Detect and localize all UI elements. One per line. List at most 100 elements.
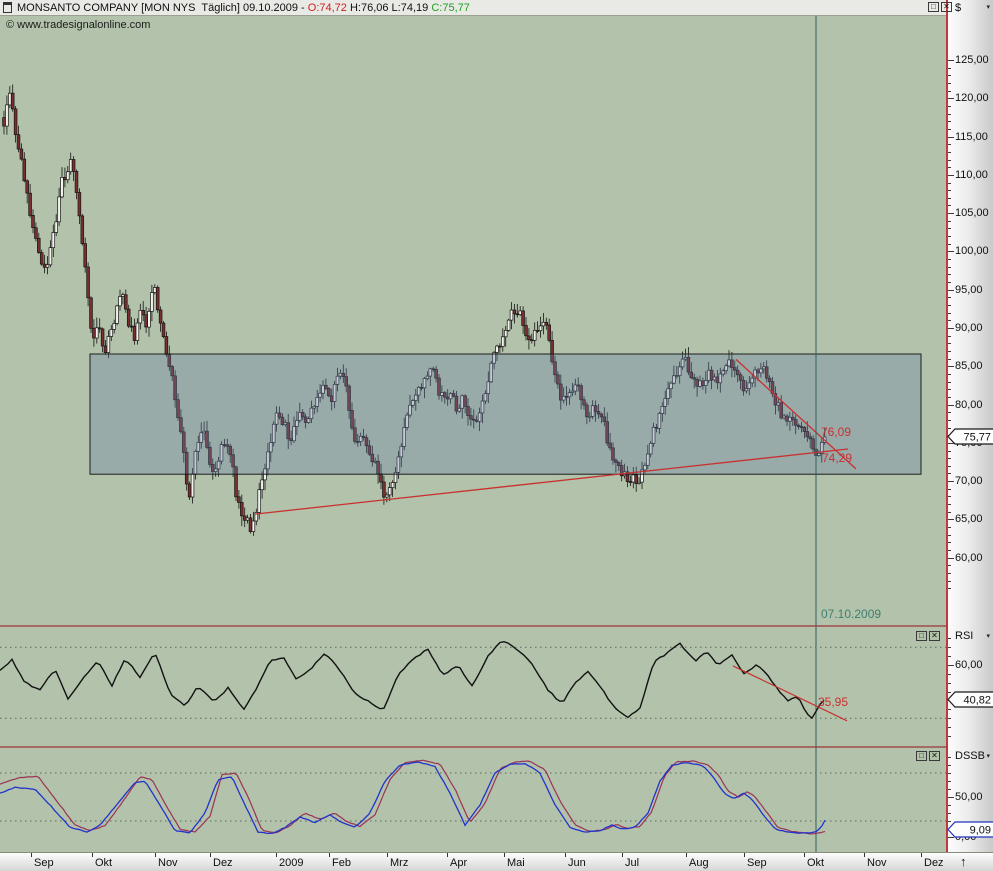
axis-tick (948, 198, 951, 199)
axis-tick (948, 489, 951, 490)
axis-tick (948, 821, 951, 822)
axis-tick (948, 144, 951, 145)
axis-tick (948, 68, 951, 69)
axis-tick (948, 114, 951, 115)
axis-tick (948, 789, 951, 790)
axis-tick (948, 282, 951, 283)
axis-tick (948, 588, 951, 589)
axis-tick (948, 565, 951, 566)
axis-tick (948, 473, 951, 474)
axis-tick (948, 527, 951, 528)
time-axis-tick (210, 853, 211, 857)
rsi-dropdown-icon[interactable]: ▾ (986, 633, 990, 640)
chart-titlebar[interactable]: MONSANTO COMPANY [MON NYS Täglich] 09.10… (0, 0, 947, 16)
dssb-close-icon[interactable]: ✕ (929, 751, 940, 761)
axis-tick (948, 692, 951, 693)
axis-tick (948, 412, 951, 413)
axis-tick (948, 236, 951, 237)
time-axis-tick (744, 853, 745, 857)
rsi-restore-icon[interactable]: □ (916, 631, 927, 641)
axis-tick (948, 718, 951, 719)
copyright-label: © www.tradesignalonline.com (6, 19, 151, 31)
axis-tick (948, 313, 951, 314)
axis-tick (948, 656, 951, 657)
trendline (254, 448, 849, 515)
time-axis-month-label: Nov (867, 857, 887, 869)
axis-tick (948, 727, 951, 728)
time-axis-tick (565, 853, 566, 857)
axis-tick (948, 190, 951, 191)
axis-tick (948, 458, 951, 459)
title-high-low-values: H:76,06 L:74,19 (346, 1, 432, 14)
axis-tick (948, 397, 951, 398)
dssb-dropdown-icon[interactable]: ▾ (986, 753, 990, 760)
time-axis-tick (804, 853, 805, 857)
time-axis-bar[interactable]: Sep Okt Nov Dez 2009 Feb Mrz Apr Mai Jun Jul Aug Sep… (0, 852, 993, 871)
axis-tick (948, 213, 954, 214)
restore-window-icon[interactable]: □ (928, 2, 939, 12)
axis-tick (948, 83, 951, 84)
axis-tick (948, 519, 954, 520)
axis-tick (948, 60, 954, 61)
axis-tick (948, 773, 951, 774)
axis-tick (948, 160, 951, 161)
close-window-icon[interactable]: ✕ (941, 2, 952, 12)
time-axis-month-label: Okt (807, 857, 825, 869)
axis-dropdown-icon[interactable]: ▾ (986, 4, 990, 11)
svg-text:75,77: 75,77 (963, 432, 991, 444)
price-axis-panel[interactable]: $ ▾ RSI ▾ DSSB ▾ 125,00 120,00 115,00 110,0… (946, 0, 993, 852)
scroll-up-icon[interactable]: ↑ (960, 854, 967, 869)
range-box (89, 353, 922, 475)
axis-tick (948, 558, 954, 559)
rsi-indicator-label: RSI (955, 630, 974, 642)
rsi-trendline (732, 665, 848, 722)
axis-tick (948, 75, 951, 76)
axis-tick (948, 290, 954, 291)
axis-tick (948, 343, 951, 344)
axis-tick (948, 420, 951, 421)
axis-tick (948, 221, 951, 222)
axis-tick-label: 60,00 (955, 552, 983, 564)
time-axis-month-label: Feb (332, 857, 351, 869)
time-axis-month-label: Jun (568, 857, 586, 869)
axis-tick (948, 98, 954, 99)
axis-tick (948, 535, 951, 536)
axis-tick (948, 581, 951, 582)
axis-tick-label: 125,00 (955, 54, 989, 66)
axis-tick-label: 115,00 (955, 131, 988, 143)
dssb-value-badge: 9,09 (947, 821, 993, 838)
axis-tick-label: 50,00 (955, 791, 983, 803)
axis-tick (948, 466, 951, 467)
time-axis-month-label: Nov (158, 857, 178, 869)
axis-tick (948, 451, 951, 452)
axis-tick (948, 91, 951, 92)
axis-tick (948, 359, 951, 360)
axis-tick (948, 757, 951, 758)
axis-tick (948, 765, 951, 766)
time-axis-month-label: Aug (689, 857, 709, 869)
time-axis-tick (504, 853, 505, 857)
dssb-slow-line (0, 759, 826, 835)
axis-tick (948, 320, 951, 321)
axis-tick (948, 481, 954, 482)
axis-tick-label: 100,00 (955, 245, 989, 257)
axis-tick (948, 228, 951, 229)
axis-tick (948, 683, 951, 684)
title-open-value: O:74,72 (307, 1, 347, 14)
axis-tick (948, 805, 951, 806)
time-axis-tick (686, 853, 687, 857)
axis-tick (948, 428, 951, 429)
axis-tick (948, 366, 954, 367)
window-pin-icon[interactable] (3, 2, 12, 13)
axis-tick-label: 70,00 (955, 475, 983, 487)
time-axis-tick (276, 853, 277, 857)
trendline-price-label: 76,09 (821, 425, 851, 439)
rsi-close-icon[interactable]: ✕ (929, 631, 940, 641)
axis-tick (948, 205, 951, 206)
chart-plot-area[interactable]: 76,09 74,29 07.10.2009 35,95 (0, 16, 948, 852)
axis-tick (948, 647, 951, 648)
axis-tick (948, 736, 951, 737)
dssb-restore-icon[interactable]: □ (916, 751, 927, 761)
time-axis-month-label: Mrz (390, 857, 409, 869)
axis-tick (948, 167, 951, 168)
